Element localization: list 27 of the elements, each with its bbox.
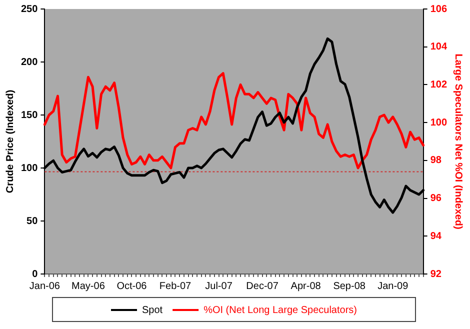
y-tick-label: 0 <box>32 268 38 280</box>
y-tick-label: 250 <box>20 4 38 15</box>
y-axis-title: Crude Price (Indexed) <box>4 90 16 194</box>
x-tick-label: Jan-06 <box>29 280 60 292</box>
y2-tick-label: 96 <box>430 193 442 204</box>
x-tick-label: Jan-09 <box>378 280 409 292</box>
x-tick-label: Dec-07 <box>246 280 279 292</box>
y2-tick-label: 92 <box>430 268 442 280</box>
y2-tick-label: 98 <box>430 155 442 166</box>
y2-axis-title: Large Speculators Net %OI (Indexed) <box>452 54 464 230</box>
y2-tick-label: 104 <box>430 42 448 53</box>
y-tick-label: 50 <box>26 216 38 227</box>
legend-label: Spot <box>142 304 163 316</box>
x-tick-label: Jul-07 <box>205 280 233 292</box>
y2-tick-label: 102 <box>430 79 448 90</box>
x-tick-label: Sep-08 <box>333 280 366 292</box>
y-tick-label: 200 <box>20 56 38 68</box>
x-tick-label: May-06 <box>72 280 106 292</box>
y2-tick-label: 94 <box>430 230 442 242</box>
y-tick-label: 100 <box>20 162 38 174</box>
y-tick-label: 150 <box>20 110 38 121</box>
x-tick-label: Oct-06 <box>116 280 148 292</box>
legend-label: %OI (Net Long Large Speculators) <box>204 304 357 316</box>
y2-tick-label: 106 <box>430 4 448 15</box>
x-tick-label: Apr-08 <box>290 280 322 292</box>
y2-tick-label: 100 <box>430 117 448 128</box>
x-tick-label: Feb-07 <box>159 280 192 292</box>
